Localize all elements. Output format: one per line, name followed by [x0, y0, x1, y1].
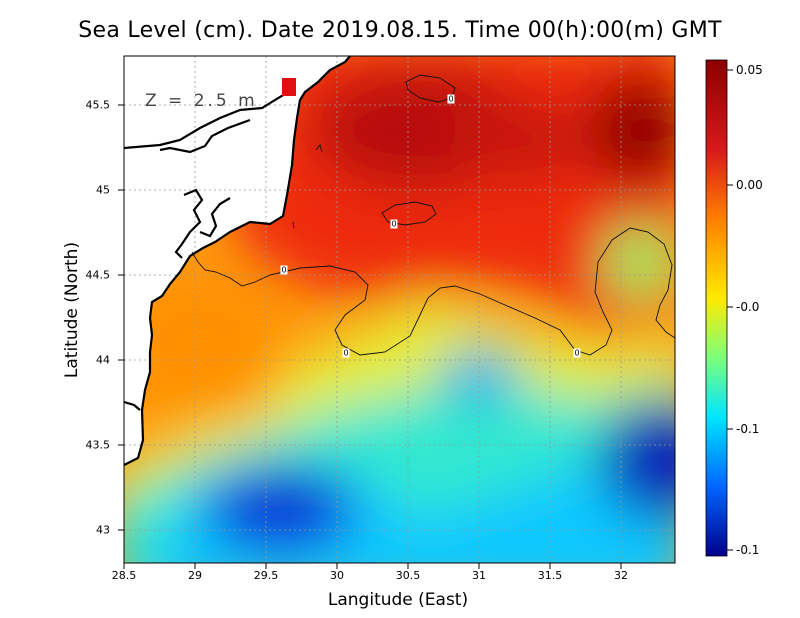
x-tick-label: 32 [614, 569, 628, 582]
contour-label: 0 [390, 219, 398, 229]
depth-label: Z = 2.5 m [145, 91, 258, 111]
x-tick-label: 31 [472, 569, 486, 582]
page-title: Sea Level (cm). Date 2019.08.15. Time 00… [78, 18, 722, 43]
y-tick-label: 44 [96, 353, 110, 367]
coast-marker [282, 78, 296, 96]
colorbar-tick-label: -0.1 [736, 422, 760, 436]
colorbar-tick-label: -0.1 [736, 543, 760, 557]
coastline [124, 56, 351, 466]
axis-ticks [118, 104, 622, 569]
sea-level-field [124, 56, 675, 563]
x-tick-label: 28.5 [111, 569, 137, 582]
colorbar-tick-label: 0.05 [736, 63, 763, 77]
x-axis-label: Langitude (East) [327, 590, 469, 610]
contour-label: 0 [280, 265, 288, 275]
contour-label: 0 [447, 94, 455, 104]
plot-frame [123, 55, 676, 564]
x-tick-label: 31.5 [537, 569, 563, 582]
y-axis-label: Latitude (North) [62, 241, 82, 379]
grid [124, 56, 675, 563]
contour-label: 0 [342, 348, 350, 358]
x-tick-label: 29.5 [253, 569, 279, 582]
y-tick-label: 45 [96, 183, 110, 197]
colorbar-tick-label: 0.00 [736, 178, 763, 192]
colorbar [705, 59, 733, 557]
land-area [124, 56, 350, 465]
y-tick-label: 43 [96, 523, 110, 537]
x-tick-label: 30 [330, 569, 344, 582]
contour-label: 0 [573, 348, 581, 358]
x-tick-label: 30.5 [395, 569, 421, 582]
colorbar-tick-label: -0.0 [736, 300, 760, 314]
x-tick-label: 29 [188, 569, 202, 582]
y-tick-label: 44.5 [85, 268, 111, 282]
y-tick-label: 45.5 [85, 98, 111, 112]
y-tick-label: 43.5 [85, 438, 111, 452]
